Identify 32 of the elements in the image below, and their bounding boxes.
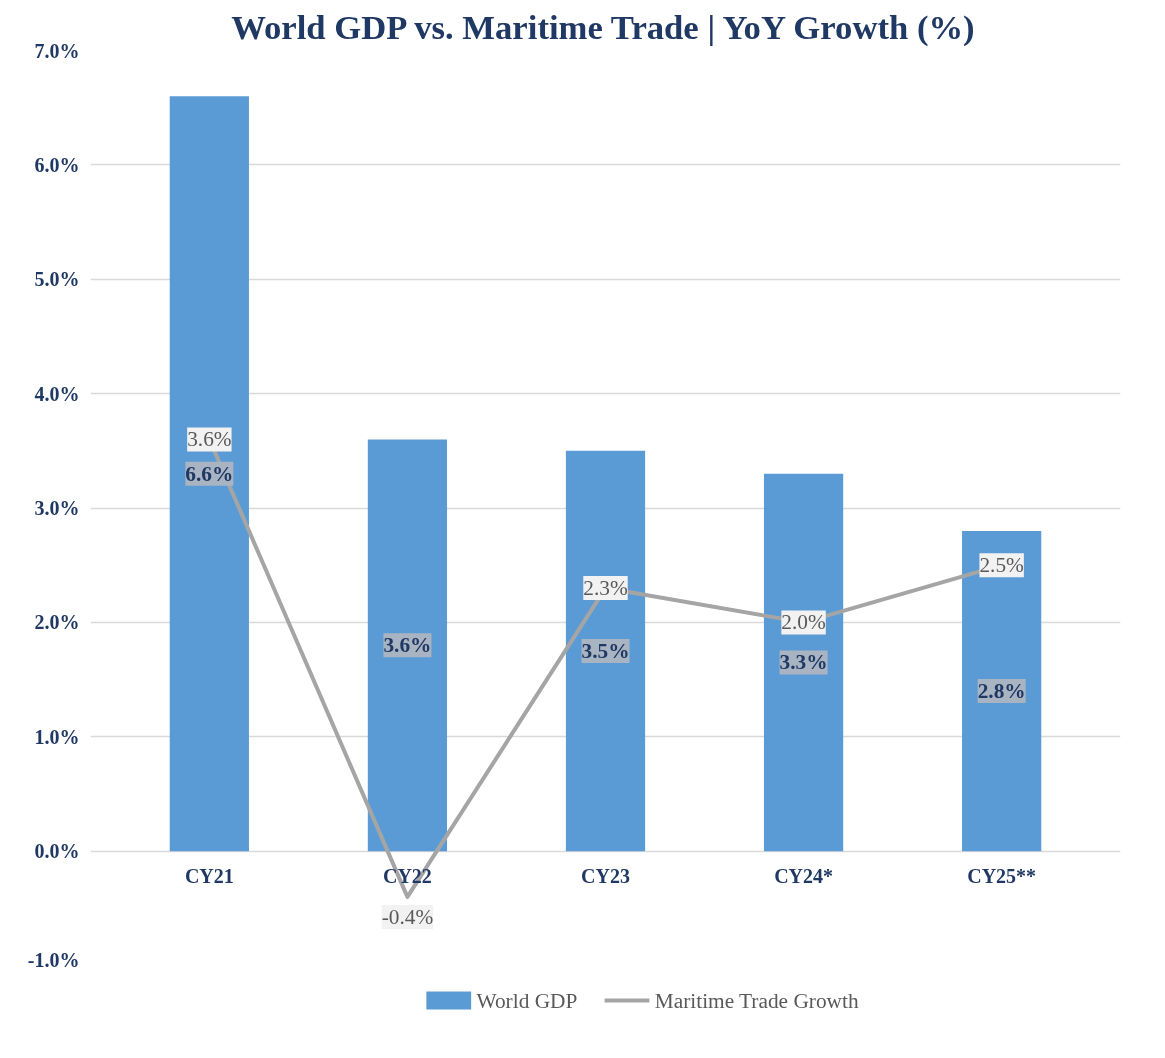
y-tick-label: -1.0% xyxy=(27,948,80,971)
data-label: 2.8% xyxy=(977,679,1026,703)
bar xyxy=(565,450,646,852)
bar xyxy=(169,96,249,852)
data-label: 3.6% xyxy=(187,427,232,452)
data-label: 3.5% xyxy=(581,638,630,663)
data-label: 6.6% xyxy=(185,461,234,486)
chart-title: World GDP vs. Maritime Trade | YoY Growth (%) xyxy=(231,7,975,47)
data-label: 3.6% xyxy=(383,633,432,658)
data-label: 3.3% xyxy=(779,650,828,675)
y-tick-label: 3.0% xyxy=(34,497,80,519)
y-tick-label: 1.0% xyxy=(34,725,80,748)
bar xyxy=(763,473,844,852)
x-tick-label: CY24* xyxy=(774,865,834,888)
y-tick-label: 6.0% xyxy=(34,153,80,176)
data-label: -0.4% xyxy=(381,904,434,929)
y-tick-label: 2.0% xyxy=(34,611,80,634)
bar xyxy=(962,530,1042,852)
y-tick-label: 0.0% xyxy=(34,840,80,863)
legend-label: Maritime Trade Growth xyxy=(654,988,859,1013)
data-label: 2.0% xyxy=(781,610,827,635)
legend-label: World GDP xyxy=(476,988,578,1013)
x-tick-label: CY21 xyxy=(184,865,234,888)
y-tick-label: 7.0% xyxy=(34,39,80,62)
x-tick-label: CY25** xyxy=(967,865,1037,888)
data-label: 2.5% xyxy=(979,553,1025,578)
data-label: 2.3% xyxy=(583,576,628,601)
y-tick-label: 4.0% xyxy=(34,382,80,405)
x-tick-label: CY23 xyxy=(581,865,630,888)
y-tick-label: 5.0% xyxy=(34,268,80,291)
x-tick-label: CY22 xyxy=(382,865,432,888)
bar xyxy=(367,439,448,852)
